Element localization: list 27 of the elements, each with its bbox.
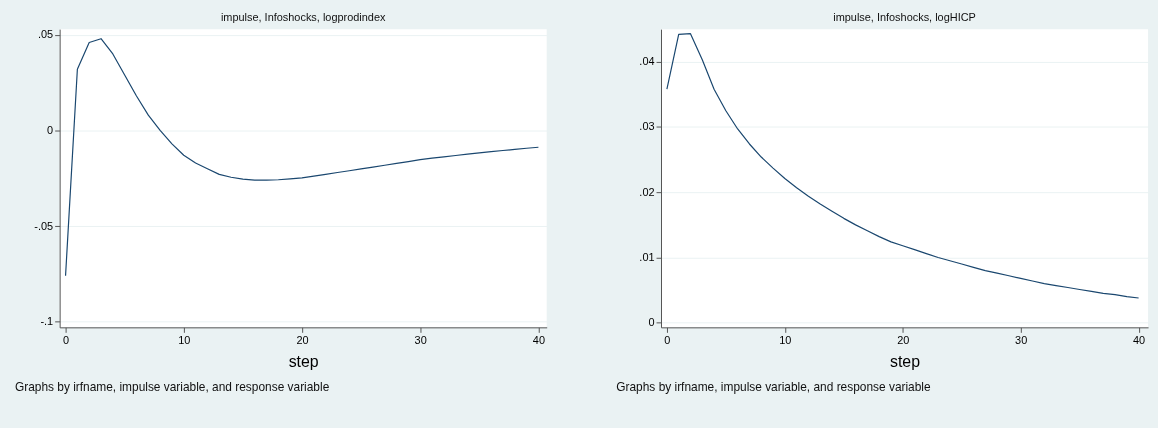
y-tick-label: .03 [639, 120, 655, 133]
x-tick-label: 0 [63, 333, 70, 346]
x-tick-label: 40 [1133, 333, 1146, 346]
x-tick-label: 20 [296, 333, 309, 346]
y-tick-label: .01 [639, 250, 655, 263]
line-series [64, 38, 540, 277]
line-series [666, 33, 1140, 299]
text: Graphs by irfname, impulse variable, and response variable [14, 379, 330, 394]
x-tick-label: 30 [414, 333, 427, 346]
y-tick-label: 0 [648, 316, 655, 329]
x-tick-label: 10 [779, 333, 792, 346]
x-tick-label: 0 [664, 333, 671, 346]
y-tick-label: .02 [639, 185, 655, 198]
text: Graphs by irfname, impulse variable, and response variable [616, 379, 932, 394]
y-tick-label: .04 [639, 55, 655, 68]
x-axis-title: step [288, 352, 319, 370]
y-tick-label: .05 [37, 28, 54, 41]
x-tick-label: 10 [178, 333, 191, 346]
x-axis-title: step [890, 352, 921, 370]
y-tick-label: -.05 [34, 219, 54, 232]
x-tick-label: 20 [897, 333, 910, 346]
y-tick-label: -.1 [40, 315, 54, 328]
chart-title: impulse, Infoshocks, logprodindex [220, 10, 386, 23]
y-tick-label: 0 [47, 123, 54, 136]
x-tick-label: 40 [532, 333, 545, 346]
x-tick-label: 30 [1015, 333, 1028, 346]
chart-title: impulse, Infoshocks, logHICP [833, 11, 976, 24]
